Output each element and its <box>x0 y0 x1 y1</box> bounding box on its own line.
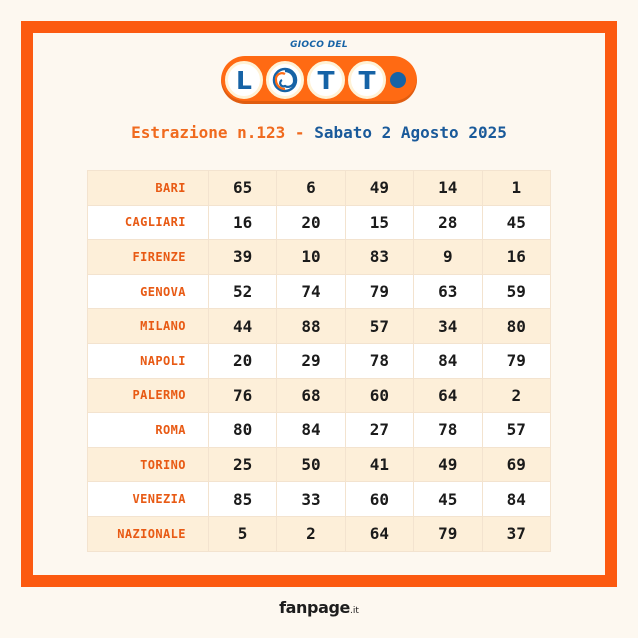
drawn-number: 20 <box>207 342 278 379</box>
drawn-number: 64 <box>344 515 415 552</box>
drawn-number: 44 <box>207 308 278 344</box>
table-row: VENEZIA 85 33 60 45 84 <box>87 481 552 517</box>
results-table: BARI 65 6 49 14 1 CAGLIARI 16 20 15 28 45 FIRENZE 39 1… <box>87 170 552 552</box>
fanpage-logo: fanpage.it <box>0 598 638 617</box>
drawn-number: 80 <box>207 412 278 448</box>
footer-tld: .it <box>350 606 359 616</box>
draw-date: Sabato 2 Agosto 2025 <box>314 123 507 142</box>
drawn-number: 20 <box>276 204 346 241</box>
drawn-number: 79 <box>344 273 415 310</box>
drawn-number: 28 <box>413 204 483 241</box>
drawn-number: 10 <box>276 239 346 275</box>
footer-brand: fanpage <box>279 598 350 617</box>
city-name: PALERMO <box>87 377 209 414</box>
drawn-number: 45 <box>481 204 552 241</box>
drawn-number: 37 <box>481 515 552 552</box>
drawn-number: 41 <box>344 446 415 483</box>
drawn-number: 80 <box>481 308 552 344</box>
draw-number: Estrazione n.123 - <box>131 123 305 142</box>
drawn-number: 84 <box>413 342 483 379</box>
logo-top-text: GIOCO DEL <box>290 40 348 50</box>
drawn-number: 60 <box>344 481 415 517</box>
city-name: BARI <box>87 170 209 206</box>
table-row: NAZIONALE 5 2 64 79 37 <box>87 515 552 552</box>
city-name: NAZIONALE <box>87 515 209 552</box>
logo-bar: L T T <box>221 56 417 104</box>
city-name: ROMA <box>87 412 209 448</box>
logo-letter-t1: T <box>307 61 345 99</box>
table-row: ROMA 80 84 27 78 57 <box>87 412 552 448</box>
drawn-number: 14 <box>413 170 483 206</box>
lotto-logo: GIOCO DEL L T T <box>221 40 417 108</box>
drawn-number: 5 <box>207 515 278 552</box>
table-row: PALERMO 76 68 60 64 2 <box>87 377 552 414</box>
drawn-number: 52 <box>207 273 278 310</box>
drawn-number: 78 <box>413 412 483 448</box>
table-row: MILANO 44 88 57 34 80 <box>87 308 552 344</box>
drawn-number: 27 <box>344 412 415 448</box>
table-row: TORINO 25 50 41 49 69 <box>87 446 552 483</box>
drawn-number: 6 <box>276 170 346 206</box>
table-row: CAGLIARI 16 20 15 28 45 <box>87 204 552 241</box>
drawn-number: 9 <box>413 239 483 275</box>
logo-dot <box>390 72 406 88</box>
drawn-number: 79 <box>413 515 483 552</box>
drawn-number: 15 <box>344 204 415 241</box>
drawn-number: 59 <box>481 273 552 310</box>
drawn-number: 16 <box>207 204 278 241</box>
table-row: FIRENZE 39 10 83 9 16 <box>87 239 552 275</box>
drawn-number: 16 <box>481 239 552 275</box>
drawn-number: 84 <box>481 481 552 517</box>
drawn-number: 64 <box>413 377 483 414</box>
city-name: CAGLIARI <box>87 204 209 241</box>
drawn-number: 50 <box>276 446 346 483</box>
city-name: FIRENZE <box>87 239 209 275</box>
drawn-number: 39 <box>207 239 278 275</box>
drawn-number: 2 <box>276 515 346 552</box>
drawn-number: 83 <box>344 239 415 275</box>
drawn-number: 65 <box>207 170 278 206</box>
city-name: NAPOLI <box>87 342 209 379</box>
table-row: GENOVA 52 74 79 63 59 <box>87 273 552 310</box>
drawn-number: 69 <box>481 446 552 483</box>
drawn-number: 68 <box>276 377 346 414</box>
city-name: TORINO <box>87 446 209 483</box>
draw-heading: Estrazione n.123 - Sabato 2 Agosto 2025 <box>0 123 638 142</box>
drawn-number: 1 <box>481 170 552 206</box>
city-name: GENOVA <box>87 273 209 310</box>
drawn-number: 63 <box>413 273 483 310</box>
drawn-number: 57 <box>481 412 552 448</box>
drawn-number: 76 <box>207 377 278 414</box>
drawn-number: 88 <box>276 308 346 344</box>
drawn-number: 49 <box>344 170 415 206</box>
drawn-number: 29 <box>276 342 346 379</box>
drawn-number: 74 <box>276 273 346 310</box>
drawn-number: 84 <box>276 412 346 448</box>
drawn-number: 34 <box>413 308 483 344</box>
logo-letter-l: L <box>225 61 263 99</box>
drawn-number: 49 <box>413 446 483 483</box>
drawn-number: 45 <box>413 481 483 517</box>
city-name: VENEZIA <box>87 481 209 517</box>
drawn-number: 79 <box>481 342 552 379</box>
drawn-number: 57 <box>344 308 415 344</box>
drawn-number: 33 <box>276 481 346 517</box>
drawn-number: 2 <box>481 377 552 414</box>
drawn-number: 60 <box>344 377 415 414</box>
city-name: MILANO <box>87 308 209 344</box>
drawn-number: 78 <box>344 342 415 379</box>
drawn-number: 25 <box>207 446 278 483</box>
drawn-number: 85 <box>207 481 278 517</box>
table-row: BARI 65 6 49 14 1 <box>87 170 552 206</box>
swirl-o-icon <box>266 61 304 99</box>
logo-letter-t2: T <box>348 61 386 99</box>
table-row: NAPOLI 20 29 78 84 79 <box>87 342 552 379</box>
